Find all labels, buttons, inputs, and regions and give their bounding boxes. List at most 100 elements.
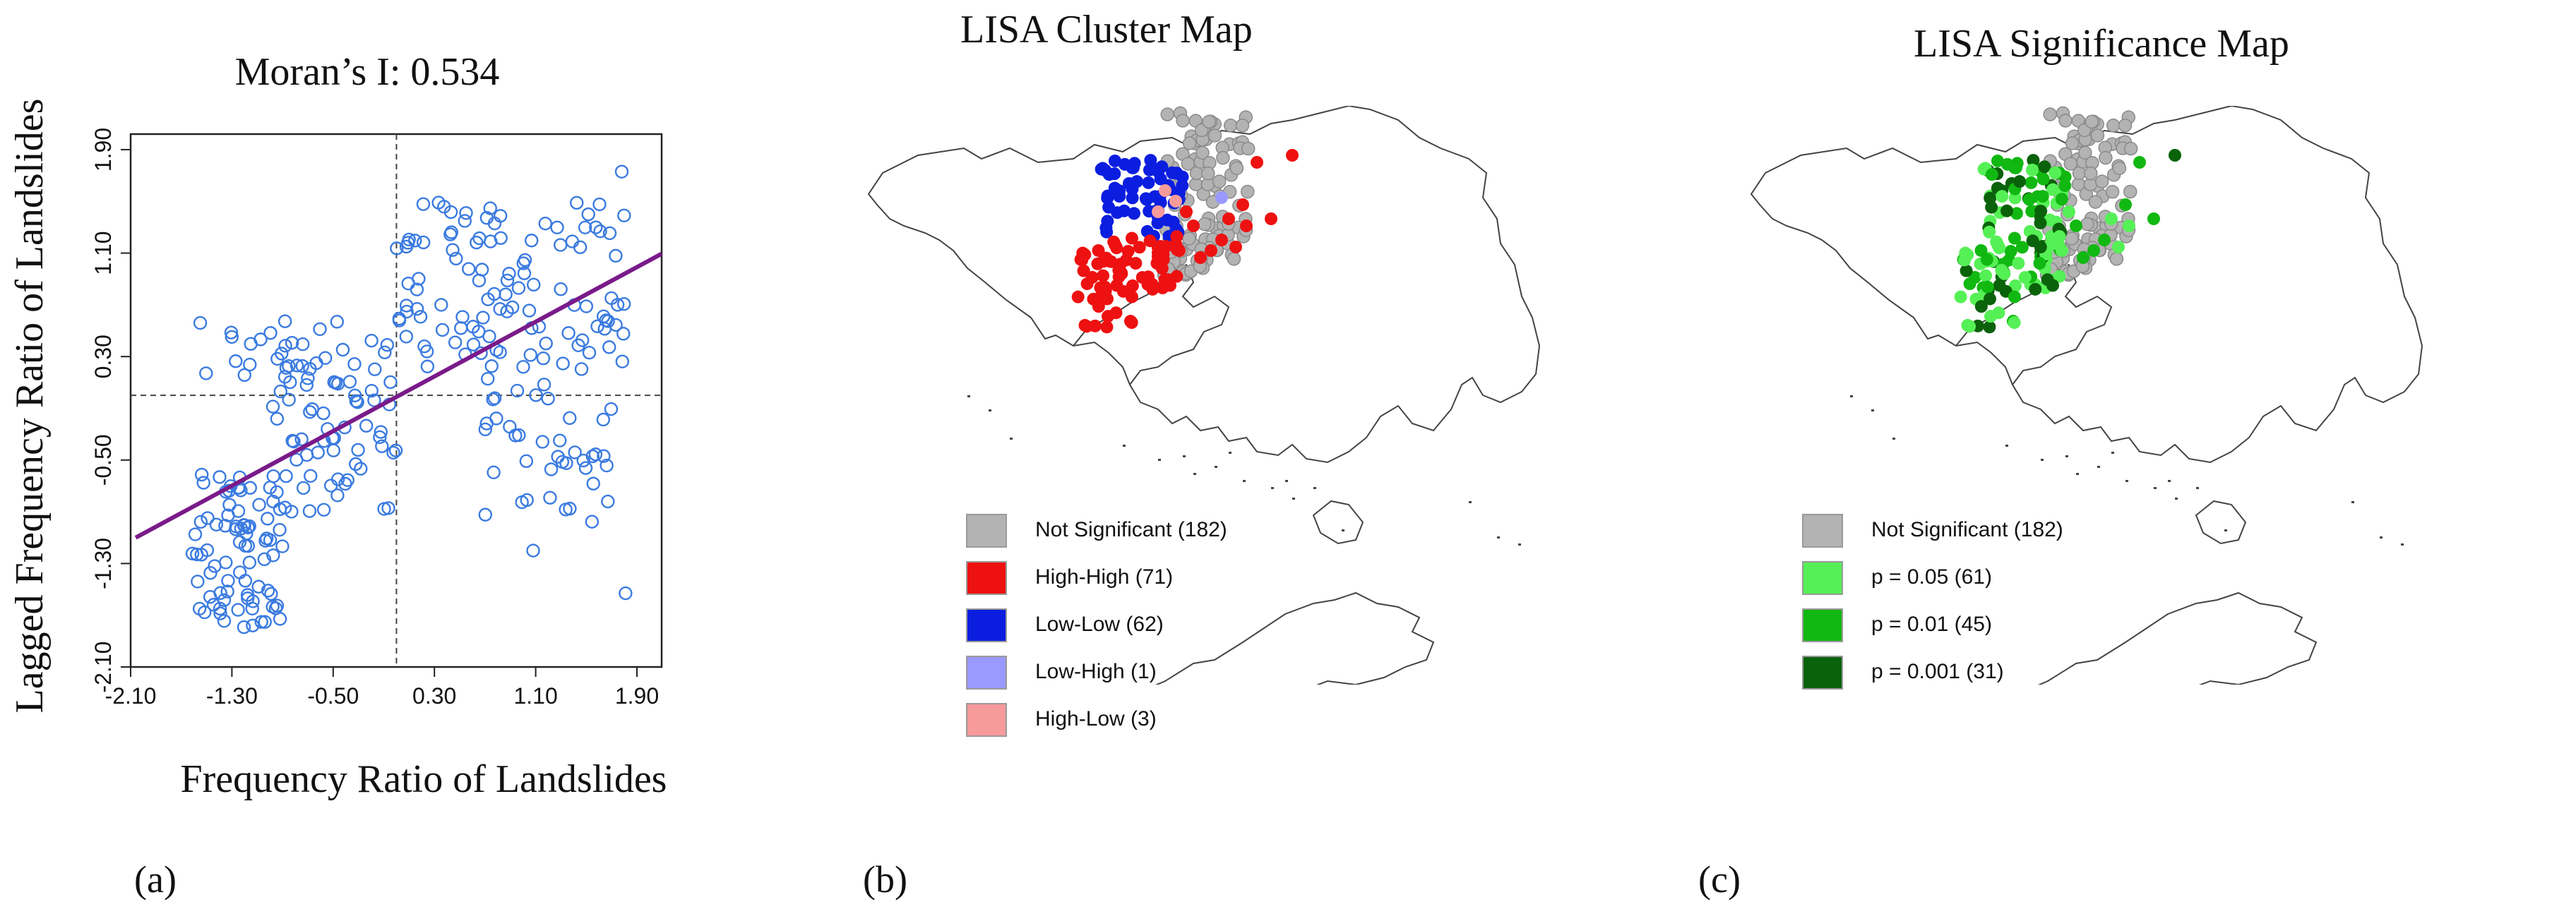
data-point	[481, 292, 495, 306]
data-point	[275, 539, 290, 553]
islet	[1313, 487, 1316, 489]
lisa-cluster-point	[1202, 114, 1216, 129]
data-point	[494, 231, 508, 245]
lisa-cluster-point	[1110, 241, 1123, 255]
data-point	[222, 498, 237, 512]
data-point	[221, 508, 235, 522]
data-point	[266, 469, 280, 483]
data-point	[282, 392, 296, 407]
lisa-cluster-point	[1143, 163, 1156, 176]
data-point	[201, 511, 215, 525]
lisa-cluster-point	[1198, 217, 1212, 231]
significance-cluster-point	[2085, 114, 2099, 129]
data-point	[278, 314, 292, 328]
data-point	[229, 354, 243, 368]
data-point	[500, 304, 514, 319]
data-point	[241, 539, 256, 553]
lisa-cluster-point	[1229, 161, 1244, 176]
legend-label: p = 0.001 (31)	[1871, 660, 2004, 683]
significance-cluster-point	[2123, 220, 2135, 232]
data-point	[251, 579, 266, 594]
islet	[2175, 498, 2178, 500]
data-point	[188, 527, 203, 541]
data-point	[537, 378, 551, 392]
data-point	[299, 447, 314, 462]
significance-cluster-point	[2056, 244, 2068, 257]
data-point	[454, 321, 468, 335]
data-point	[401, 236, 415, 250]
data-point	[263, 326, 278, 340]
lisa-cluster-point	[1126, 191, 1139, 205]
significance-cluster-point	[1983, 320, 1996, 334]
data-point	[462, 262, 476, 276]
lisa-cluster-point	[1126, 279, 1139, 292]
data-point	[193, 315, 208, 330]
data-point	[478, 507, 492, 522]
data-point	[519, 454, 534, 469]
data-point	[203, 590, 217, 604]
lisa-cluster-point	[1092, 300, 1105, 313]
data-point	[539, 336, 553, 351]
lisa-cluster-point	[1098, 280, 1111, 294]
data-point	[392, 311, 407, 326]
lisa-cluster-point	[1151, 240, 1164, 253]
y-axis-label: Lagged Frequency Ratio of Landslides	[8, 99, 52, 714]
data-point	[330, 488, 345, 503]
legend-label: High-Low (3)	[1035, 707, 1157, 730]
data-point	[234, 522, 249, 536]
data-point	[510, 383, 525, 398]
data-point	[568, 445, 582, 459]
significance-cluster-point	[2118, 119, 2133, 133]
data-point	[266, 399, 280, 414]
data-point	[502, 267, 516, 281]
data-point	[559, 503, 573, 517]
islet	[1342, 529, 1344, 531]
significance-cluster-point	[2012, 257, 2025, 270]
significance-cluster-point	[2123, 184, 2137, 199]
legend-label: Not Significant (182)	[1035, 518, 1227, 541]
data-point	[266, 548, 280, 563]
legend-item-low-high: Low-High (1)	[966, 656, 1390, 694]
significance-cluster-point	[2065, 231, 2079, 246]
data-point	[375, 439, 389, 453]
significance-cluster-point	[2008, 316, 2021, 330]
lisa-cluster-point	[1146, 282, 1159, 296]
lisa-cluster-point	[1240, 184, 1255, 199]
lisa-cluster-point	[1155, 160, 1169, 174]
significance-cluster-point	[2037, 172, 2050, 186]
islet	[989, 409, 991, 411]
legend-item-high-low: High-Low (3)	[966, 703, 1390, 741]
data-point	[225, 330, 239, 344]
moran-scatter-plot: Moran’s I: 0.534 Lagged Frequency Ratio …	[8, 50, 667, 801]
x-axis-label: Frequency Ratio of Landslides	[181, 757, 667, 801]
significance-cluster-point	[2077, 251, 2089, 264]
data-point	[354, 462, 368, 476]
data-point	[400, 304, 414, 319]
lisa-cluster-point	[1240, 220, 1253, 232]
data-point	[437, 200, 451, 214]
data-point	[270, 599, 285, 613]
data-point	[199, 366, 213, 380]
data-point	[264, 587, 278, 601]
data-point	[377, 502, 391, 516]
legend-item-not-significant: Not Significant (182)	[966, 514, 1390, 552]
data-point	[243, 481, 257, 495]
lisa-cluster-point	[1169, 195, 1182, 208]
data-point	[231, 603, 245, 617]
lisa-cluster-point	[1101, 191, 1114, 205]
data-point	[609, 248, 623, 263]
data-point	[359, 419, 374, 433]
significance-cluster-point	[2018, 271, 2032, 284]
data-point	[220, 584, 234, 599]
lisa-cluster-point	[1223, 119, 1238, 133]
data-point	[448, 335, 463, 349]
data-point	[278, 500, 292, 515]
significance-cluster-point	[1991, 154, 2004, 167]
data-point	[586, 476, 600, 491]
data-point	[503, 419, 517, 434]
data-point	[303, 404, 317, 419]
data-point	[596, 412, 611, 427]
islet	[1243, 480, 1246, 482]
data-point	[481, 371, 495, 386]
data-point	[544, 462, 559, 476]
